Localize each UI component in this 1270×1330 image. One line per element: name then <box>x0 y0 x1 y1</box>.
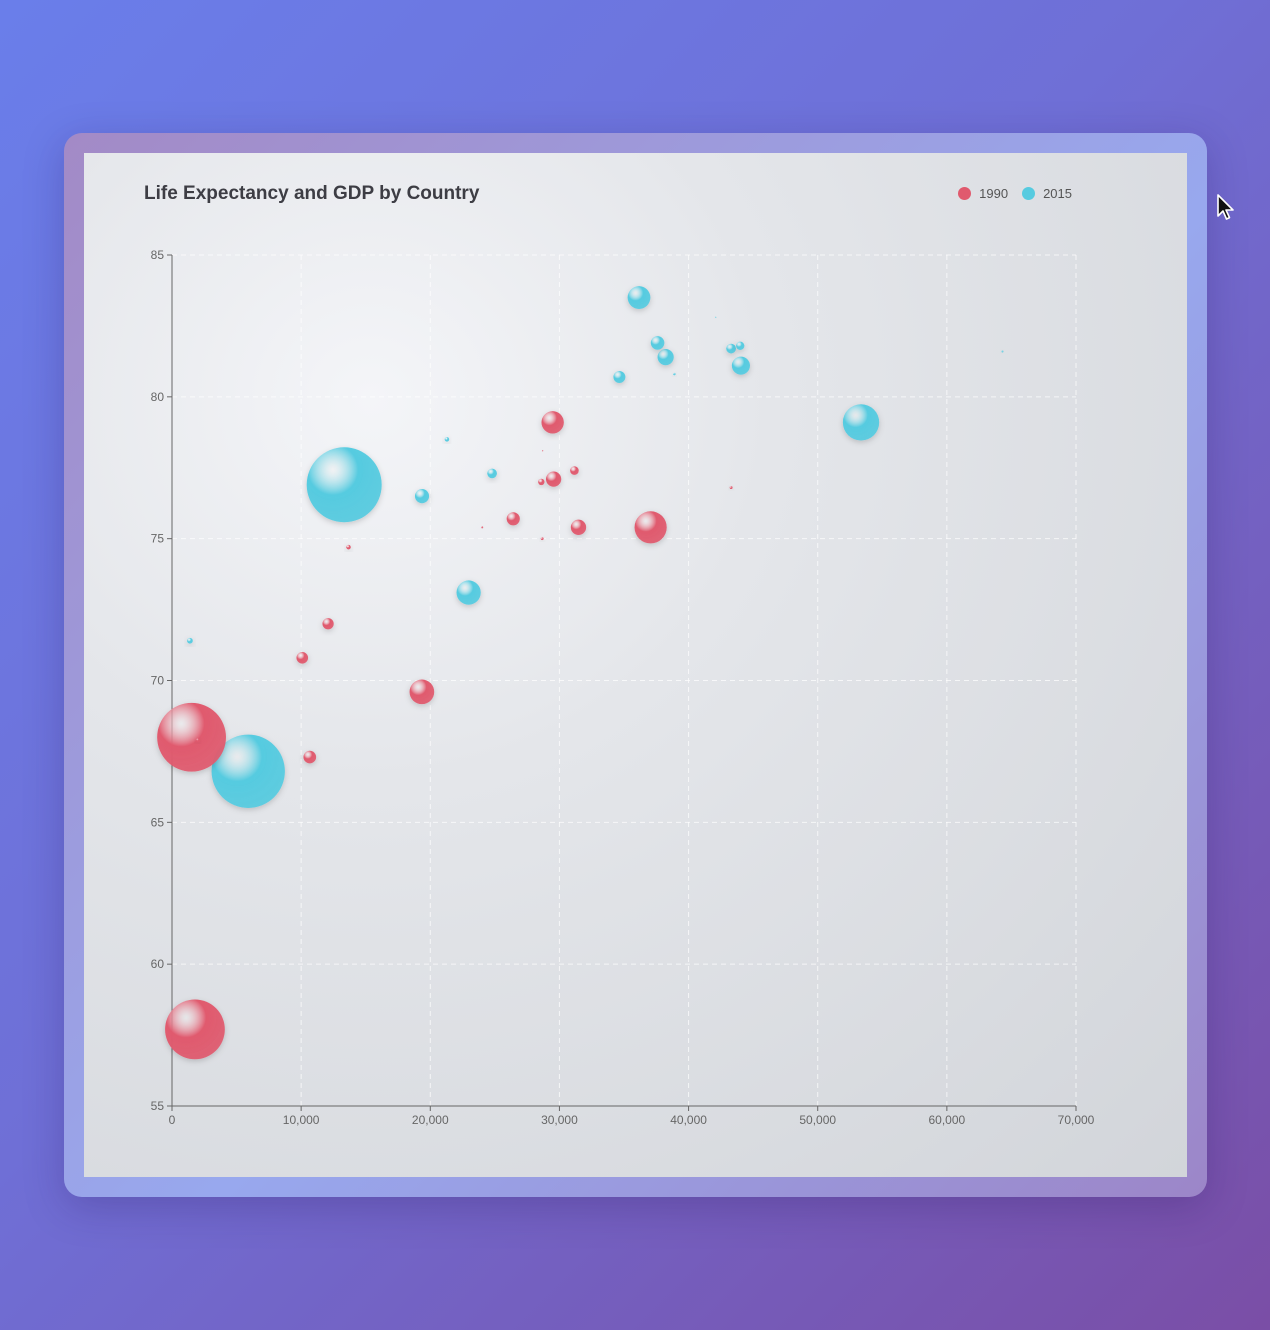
bubble-1990[interactable] <box>538 478 545 486</box>
legend-swatch-2015 <box>1022 187 1036 200</box>
y-tick-label: 55 <box>151 1099 165 1113</box>
x-tick-label: 40,000 <box>670 1113 707 1127</box>
bubble-1990[interactable] <box>296 651 309 664</box>
bubble-2015[interactable] <box>657 349 674 366</box>
bubble-1990[interactable] <box>634 511 667 544</box>
bubble-1990[interactable] <box>541 411 564 434</box>
x-tick-label: 0 <box>169 1113 176 1127</box>
legend-item-1990[interactable]: 1990 <box>958 186 1008 201</box>
grid-lines <box>172 254 1077 1106</box>
bubble-2015[interactable] <box>673 372 676 376</box>
bubble-1990[interactable] <box>540 537 544 541</box>
chart-legend: 1990 2015 <box>958 186 1072 201</box>
bubble-1990[interactable] <box>303 750 317 764</box>
bubble-1990[interactable] <box>346 544 351 550</box>
y-tick-label: 80 <box>151 390 165 404</box>
bubble-2015[interactable] <box>211 734 285 808</box>
x-tick-label: 60,000 <box>929 1113 966 1127</box>
bubble-1990[interactable] <box>196 738 200 742</box>
bubble-1990[interactable] <box>570 519 587 535</box>
legend-label-1990: 1990 <box>979 186 1009 201</box>
x-tick-label: 10,000 <box>283 1113 320 1127</box>
bubble-2015[interactable] <box>842 404 880 441</box>
scatter-plot: 0 10,000 20,000 30,000 40,000 50,000 60,000 70,… <box>151 248 1095 1127</box>
mouse-cursor-icon <box>1217 194 1234 220</box>
legend-item-2015[interactable]: 2015 <box>1022 186 1072 201</box>
chart-title: Life Expectancy and GDP by Country <box>144 183 480 204</box>
bubble-2015[interactable] <box>726 343 736 354</box>
y-tick-label: 60 <box>151 957 165 971</box>
bubble-2015[interactable] <box>650 336 665 350</box>
bubble-1990[interactable] <box>165 999 225 1060</box>
bubble-1990[interactable] <box>481 526 484 529</box>
y-tick-label: 75 <box>151 532 165 546</box>
bubble-2015[interactable] <box>444 437 450 442</box>
bubble-2015[interactable] <box>731 356 750 375</box>
x-tick-label: 30,000 <box>541 1113 578 1127</box>
x-tick-label: 70,000 <box>1058 1113 1095 1127</box>
bubble-1990[interactable] <box>409 679 435 705</box>
legend-label-2015: 2015 <box>1043 186 1072 201</box>
bubble-1990[interactable] <box>729 486 733 490</box>
bubble-2015[interactable] <box>414 489 430 504</box>
bubble-2015[interactable] <box>613 370 626 383</box>
bubble-1990[interactable] <box>506 512 520 526</box>
chart-panel: Life Expectancy and GDP by Country 1990 … <box>84 153 1187 1177</box>
x-tick-label: 20,000 <box>412 1113 449 1127</box>
bubble-1990[interactable] <box>542 450 544 452</box>
bubble-2015[interactable] <box>715 316 717 319</box>
y-tick-label: 85 <box>151 248 165 262</box>
axes: 0 10,000 20,000 30,000 40,000 50,000 60,000 70,… <box>151 248 1095 1127</box>
bubble-1990[interactable] <box>157 702 226 772</box>
x-tick-label: 50,000 <box>799 1113 836 1127</box>
bubble-2015[interactable] <box>627 286 651 309</box>
bubble-1990[interactable] <box>545 471 562 487</box>
y-tick-label: 70 <box>151 674 165 688</box>
legend-swatch-1990 <box>958 187 972 200</box>
y-tick-label: 65 <box>151 815 165 829</box>
bubble-2015[interactable] <box>187 637 193 644</box>
bubble-2015[interactable] <box>487 468 497 479</box>
bubble-2015[interactable] <box>306 447 382 523</box>
bubbles <box>157 286 1004 1060</box>
bubble-2015[interactable] <box>456 580 481 605</box>
bubble-2015[interactable] <box>736 341 745 350</box>
bubble-2015[interactable] <box>1001 350 1004 353</box>
bubble-1990[interactable] <box>570 466 579 475</box>
bubble-1990[interactable] <box>322 618 334 630</box>
